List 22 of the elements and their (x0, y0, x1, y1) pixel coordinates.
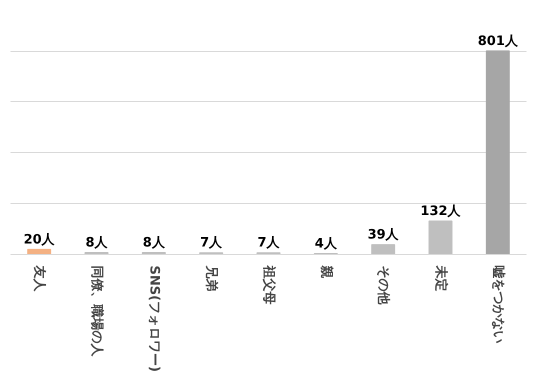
data-label: 4人 (314, 236, 338, 252)
x-tick-label: 未定 (433, 264, 449, 292)
data-label: 39人 (368, 228, 400, 243)
bar (27, 248, 52, 254)
bar (371, 244, 396, 254)
data-label: 132人 (420, 204, 462, 219)
x-tick-label: SNS(フォロワー) (146, 266, 162, 372)
x-tick-label: 兄弟 (204, 264, 219, 292)
bar (486, 50, 510, 254)
data-label: 8人 (142, 235, 166, 250)
x-tick-label: 嘘をつかない (490, 266, 506, 344)
x-tick-label: 友人 (32, 264, 47, 292)
x-tick-label: 祖父母 (261, 264, 277, 304)
data-label: 7人 (257, 236, 281, 251)
x-tick-label: その他 (376, 266, 391, 306)
bar (428, 220, 452, 254)
data-label: 20人 (24, 232, 56, 248)
x-tick-label: 親 (318, 264, 334, 278)
x-tick-label: 同僚、職場の人 (89, 266, 105, 358)
data-label: 801人 (478, 34, 519, 49)
data-label: 8人 (85, 235, 109, 250)
data-label: 7人 (200, 236, 224, 251)
